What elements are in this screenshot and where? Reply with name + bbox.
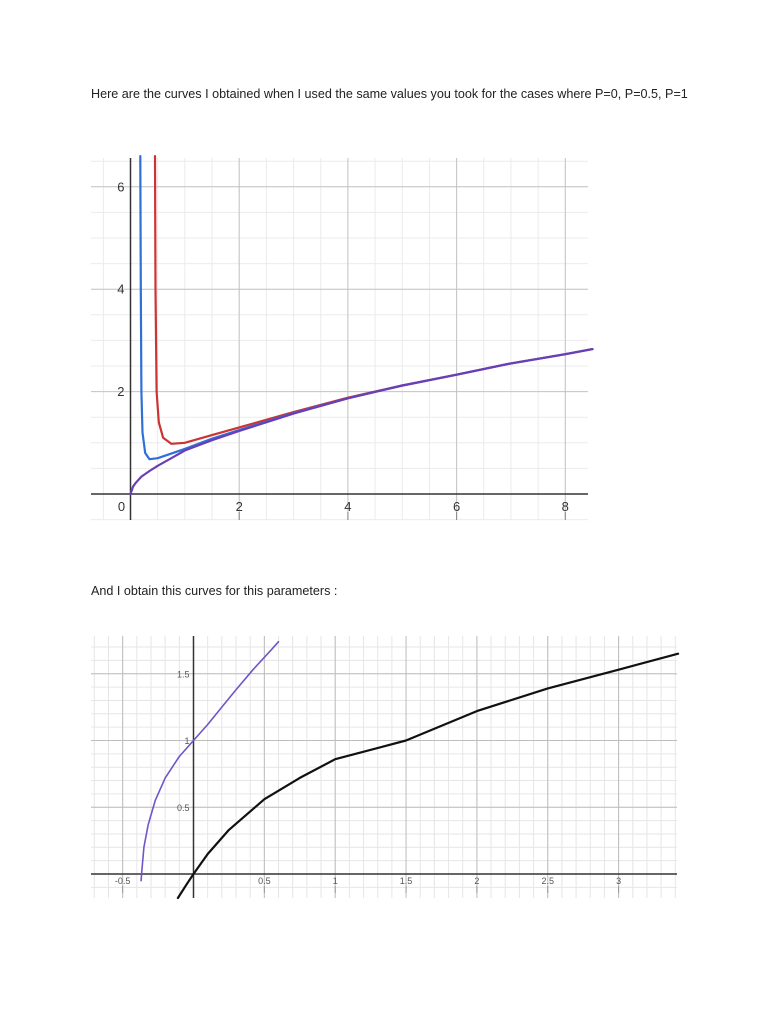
chart-1-y-tick-label: 4 [117,282,124,297]
chart-2-x-tick-label: 0.5 [258,876,271,886]
chart-2-x-tick-label: 2 [474,876,479,886]
second-paragraph: And I obtain this curves for this parame… [91,584,338,598]
intro-paragraph: Here are the curves I obtained when I us… [91,87,688,101]
chart-1-y-tick-label: 6 [117,179,124,194]
chart-1-x-tick-label: 8 [562,499,569,514]
chart-1-series-line-3 [129,348,594,496]
chart-2-plot-area: -0.5 0.5 1 1.5 2 2.5 3 0.5 1 1.5 [91,636,680,900]
chart-2-y-tick-label: 1.5 [177,669,190,679]
chart-2-x-tick-label: 3 [616,876,621,886]
chart-1-x-tick-label: 0 [118,499,125,514]
chart-2-series-line-2 [176,652,680,900]
chart-2-x-tick-label: 1 [333,876,338,886]
chart-2-y-tick-label: 0.5 [177,803,190,813]
chart-1-x-tick-label: 4 [344,499,351,514]
chart-1-x-tick-label: 2 [236,499,243,514]
chart-2-y-tick-label: 1 [184,736,189,746]
chart-2-x-tick-label: -0.5 [115,876,131,886]
chart-1-y-tick-label: 2 [117,384,124,399]
chart-1-plot-area: 0 2 4 6 8 2 4 6 [91,155,594,521]
chart-1-x-tick-label: 6 [453,499,460,514]
chart-2-x-tick-label: 2.5 [541,876,554,886]
chart-2-x-tick-label: 1.5 [400,876,413,886]
chart-2-series-line-1 [140,640,280,882]
chart-1-background [91,158,588,520]
